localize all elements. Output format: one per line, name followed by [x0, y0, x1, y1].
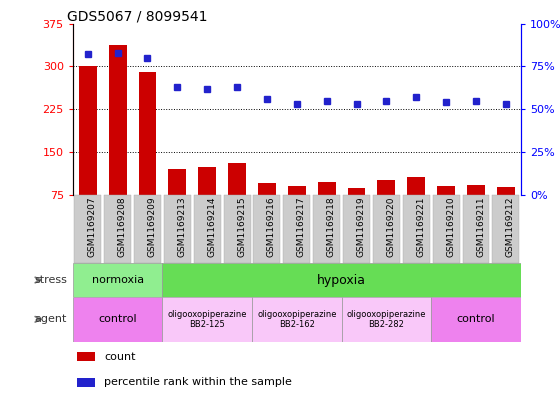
Text: oligooxopiperazine
BB2-162: oligooxopiperazine BB2-162 [257, 310, 337, 329]
Text: percentile rank within the sample: percentile rank within the sample [104, 377, 292, 387]
Bar [497, 187, 515, 237]
FancyBboxPatch shape [433, 195, 460, 263]
Text: oligooxopiperazine
BB2-125: oligooxopiperazine BB2-125 [167, 310, 247, 329]
Text: agent: agent [35, 314, 67, 324]
FancyBboxPatch shape [313, 195, 340, 263]
Bar [407, 178, 425, 237]
Text: GSM1169218: GSM1169218 [326, 196, 335, 257]
Bar [162, 263, 521, 297]
Bar [73, 263, 162, 297]
Bar [79, 66, 97, 237]
FancyBboxPatch shape [104, 195, 131, 263]
Text: GSM1169208: GSM1169208 [118, 196, 127, 257]
FancyBboxPatch shape [134, 195, 161, 263]
FancyBboxPatch shape [164, 195, 191, 263]
Text: oligooxopiperazine
BB2-282: oligooxopiperazine BB2-282 [347, 310, 426, 329]
Text: GSM1169216: GSM1169216 [267, 196, 276, 257]
Bar [318, 182, 335, 237]
Text: GSM1169215: GSM1169215 [237, 196, 246, 257]
FancyBboxPatch shape [373, 195, 400, 263]
Bar [342, 297, 431, 342]
Bar [467, 185, 485, 237]
Text: GSM1169220: GSM1169220 [386, 196, 395, 257]
Bar [252, 297, 342, 342]
Bar [162, 297, 252, 342]
Text: stress: stress [34, 275, 67, 285]
Text: GSM1169212: GSM1169212 [506, 196, 515, 257]
Text: GSM1169217: GSM1169217 [297, 196, 306, 257]
Bar [169, 169, 186, 237]
FancyBboxPatch shape [194, 195, 221, 263]
Bar [288, 186, 306, 237]
Bar [73, 297, 162, 342]
FancyBboxPatch shape [463, 195, 489, 263]
FancyBboxPatch shape [254, 195, 281, 263]
Text: control: control [99, 314, 137, 324]
Text: normoxia: normoxia [91, 275, 144, 285]
FancyBboxPatch shape [223, 195, 250, 263]
Text: GSM1169207: GSM1169207 [88, 196, 97, 257]
Bar [77, 352, 95, 361]
Text: GSM1169219: GSM1169219 [357, 196, 366, 257]
Text: GSM1169209: GSM1169209 [147, 196, 156, 257]
Bar [437, 186, 455, 237]
Text: count: count [104, 352, 136, 362]
FancyBboxPatch shape [343, 195, 370, 263]
FancyBboxPatch shape [74, 195, 101, 263]
Bar [228, 163, 246, 237]
Bar [138, 72, 156, 237]
Bar [348, 188, 366, 237]
Bar [198, 167, 216, 237]
Text: GSM1169211: GSM1169211 [476, 196, 485, 257]
Text: GSM1169214: GSM1169214 [207, 196, 216, 257]
Text: GSM1169210: GSM1169210 [446, 196, 455, 257]
FancyBboxPatch shape [492, 195, 519, 263]
Text: GSM1169221: GSM1169221 [416, 196, 425, 257]
Text: control: control [457, 314, 495, 324]
Bar [431, 297, 521, 342]
Bar [377, 180, 395, 237]
FancyBboxPatch shape [283, 195, 310, 263]
Bar [258, 183, 276, 237]
Text: GDS5067 / 8099541: GDS5067 / 8099541 [67, 9, 208, 24]
Text: hypoxia: hypoxia [317, 274, 366, 286]
FancyBboxPatch shape [403, 195, 430, 263]
Bar [77, 378, 95, 387]
Text: GSM1169213: GSM1169213 [178, 196, 186, 257]
Bar [109, 45, 127, 237]
